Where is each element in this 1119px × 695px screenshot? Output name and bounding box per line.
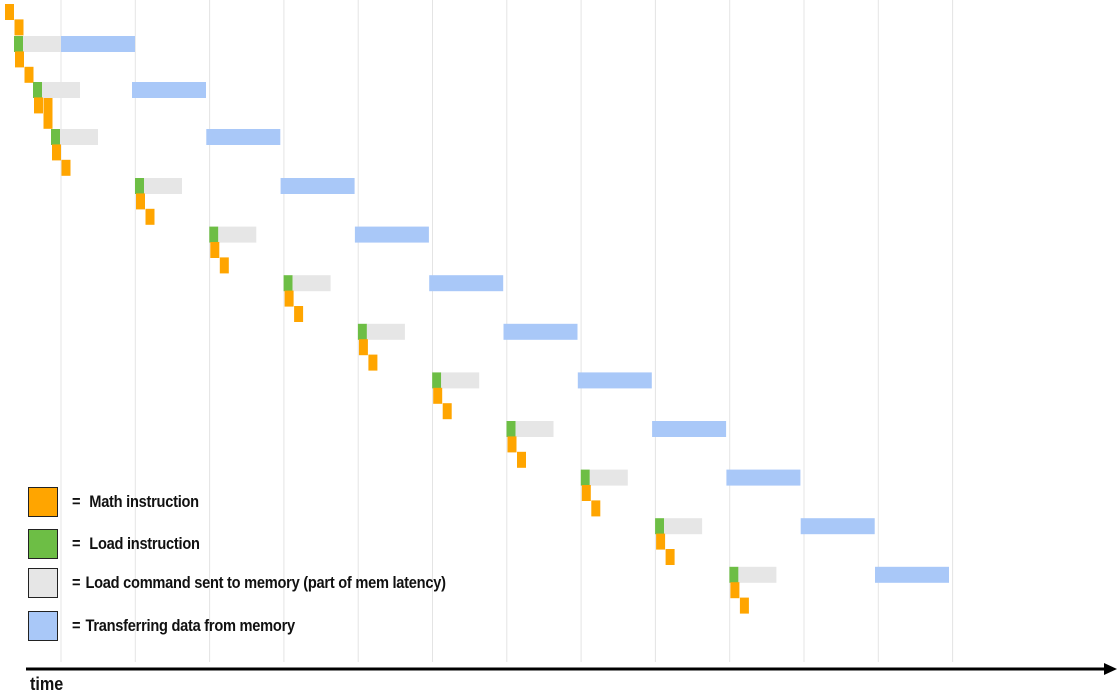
legend-load: = Load instruction [28, 528, 220, 560]
math-instruction [739, 597, 749, 614]
memory-command [23, 36, 61, 52]
load-instruction [357, 323, 367, 340]
time-axis [26, 663, 1117, 675]
math-instruction [43, 112, 53, 129]
math-instruction [730, 582, 740, 599]
math-instruction [517, 451, 526, 468]
legend-eq: = [72, 616, 81, 635]
math-instruction [24, 66, 34, 83]
legend-math: = Math instruction [28, 486, 220, 518]
math-instruction [136, 193, 145, 210]
memory-transfer [577, 372, 652, 389]
legend-transfer: = Transferring data from memory [28, 610, 331, 642]
memory-command [738, 566, 777, 583]
math-instruction [294, 306, 304, 322]
math-instruction [61, 159, 71, 176]
legend-swatch-mem-command [28, 568, 58, 598]
legend-swatch-math [28, 487, 58, 517]
math-instruction [591, 500, 601, 517]
memory-transfer [132, 82, 206, 98]
math-instruction [433, 387, 443, 404]
math-instruction [358, 339, 368, 356]
math-instruction [145, 208, 155, 225]
math-instruction [52, 144, 61, 161]
memory-transfer [875, 566, 949, 583]
math-instruction [665, 549, 675, 565]
math-instruction [442, 403, 452, 420]
math-instruction [5, 4, 14, 20]
legend-mem-command: = Load command sent to memory (part of me… [28, 567, 507, 599]
memory-transfer [726, 469, 801, 486]
math-instruction [43, 97, 53, 114]
memory-transfer [280, 178, 355, 194]
legend-label-mem-command: Load command sent to memory (part of mem… [85, 573, 446, 592]
math-instruction [15, 51, 24, 68]
load-instruction [506, 421, 516, 437]
time-axis-arrowhead [1104, 663, 1117, 675]
load-instruction [432, 372, 442, 389]
memory-command [292, 275, 331, 292]
memory-command [664, 518, 703, 535]
memory-command [42, 82, 80, 98]
legend-label-math: Math instruction [89, 492, 199, 511]
time-axis-label: time [30, 674, 64, 694]
load-instruction [14, 36, 23, 52]
math-instruction [581, 485, 591, 501]
legend-swatch-transfer [28, 611, 58, 641]
load-instruction [33, 82, 42, 98]
memory-transfer [800, 518, 875, 535]
math-instruction [368, 354, 378, 371]
load-instruction [283, 275, 293, 292]
memory-command [144, 178, 182, 194]
memory-transfer [61, 36, 135, 52]
load-instruction [580, 469, 590, 486]
legend-eq: = [72, 534, 81, 553]
math-instruction [507, 436, 517, 453]
memory-transfer [652, 421, 727, 437]
memory-command [218, 226, 257, 243]
legend-eq: = [72, 573, 81, 592]
memory-transfer [429, 275, 504, 292]
math-instruction [284, 290, 294, 307]
memory-command [441, 372, 480, 389]
memory-command [60, 129, 98, 145]
load-instruction [209, 226, 219, 243]
math-instruction [656, 533, 666, 550]
memory-command [515, 421, 554, 437]
load-instruction [135, 178, 144, 194]
math-instruction [14, 19, 24, 36]
load-instruction [655, 518, 665, 535]
memory-transfer [206, 129, 281, 145]
memory-transfer [354, 226, 429, 243]
legend-label-load: Load instruction [89, 534, 200, 553]
memory-command [366, 323, 405, 340]
memory-transfer [503, 323, 578, 340]
load-instruction [51, 129, 60, 145]
legend-label-transfer: Transferring data from memory [85, 616, 295, 635]
legend-eq: = [72, 492, 81, 511]
legend-swatch-load [28, 529, 58, 559]
math-instruction [210, 242, 220, 258]
math-instruction [34, 97, 43, 114]
math-instruction [219, 257, 229, 274]
instruction-bars [5, 4, 949, 614]
memory-command [589, 469, 628, 486]
load-instruction [729, 566, 739, 583]
